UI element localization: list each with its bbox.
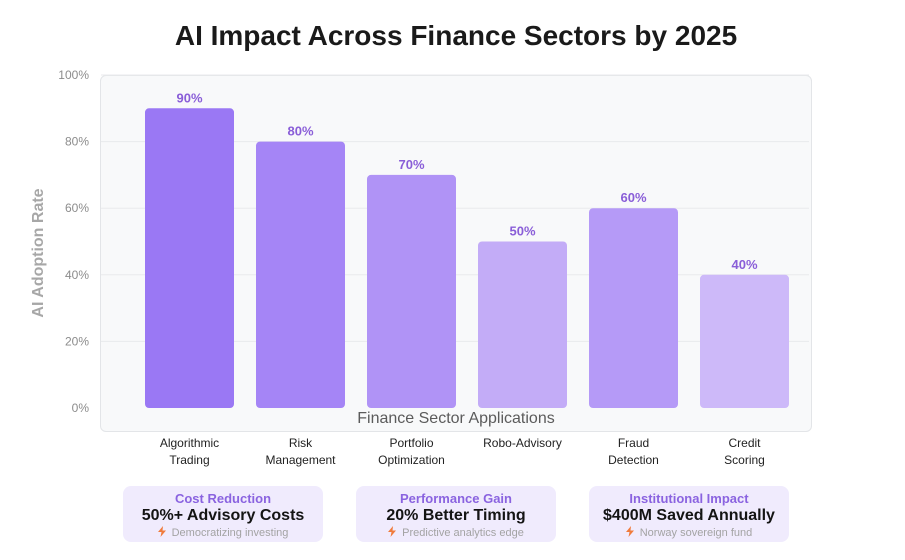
stat-card-note-text: Predictive analytics edge bbox=[402, 527, 524, 539]
x-tick-label: Risk Management bbox=[265, 436, 336, 467]
bar-value-label: 90% bbox=[176, 90, 202, 105]
x-tick-label: Algorithmic Trading bbox=[160, 436, 219, 467]
lightning-icon bbox=[388, 526, 397, 537]
stat-card-note-text: Norway sovereign fund bbox=[639, 527, 753, 539]
lightning-icon bbox=[157, 526, 166, 537]
bar-value-label: 70% bbox=[398, 157, 424, 172]
stat-card-performance-gain: Performance Gain 20% Better Timing Predi… bbox=[356, 486, 556, 542]
stat-card-cost-reduction: Cost Reduction 50%+ Advisory Costs Democ… bbox=[123, 486, 323, 542]
y-tick-label: 40% bbox=[65, 268, 89, 282]
bar-value-label: 80% bbox=[287, 124, 313, 139]
x-tick-label: Portfolio Optimization bbox=[378, 436, 445, 467]
bar bbox=[367, 174, 456, 408]
bar-value-label: 60% bbox=[620, 190, 646, 205]
bar bbox=[589, 208, 678, 408]
chart-title: AI Impact Across Finance Sectors by 2025 bbox=[174, 20, 738, 51]
y-tick-label: 80% bbox=[65, 135, 89, 149]
y-tick-label: 20% bbox=[65, 334, 89, 348]
stat-card-label: Institutional Impact bbox=[629, 491, 749, 506]
stat-card-label: Performance Gain bbox=[400, 491, 512, 506]
bar-chart: 0% 20% 40% 60% 80% 100% 90% 80% 70% 50% 60% 40% Al… bbox=[58, 68, 809, 467]
stat-card-value: 50%+ Advisory Costs bbox=[141, 507, 305, 524]
y-axis-label: AI Adoption Rate bbox=[30, 188, 47, 318]
y-tick-label: 60% bbox=[65, 201, 89, 215]
bar bbox=[256, 141, 345, 408]
stat-card-value: $400M Saved Annually bbox=[603, 507, 775, 524]
stat-card-institutional-impact: Institutional Impact $400M Saved Annuall… bbox=[589, 486, 789, 542]
bar bbox=[478, 241, 567, 408]
bar-value-label: 40% bbox=[731, 257, 757, 272]
x-tick-label: Credit Scoring bbox=[724, 436, 765, 467]
stat-cards: Cost Reduction 50%+ Advisory Costs Democ… bbox=[0, 486, 905, 542]
stat-card-note: Predictive analytics edge bbox=[356, 526, 556, 539]
stat-card-note: Democratizing investing bbox=[123, 526, 323, 539]
stat-card-value: 20% Better Timing bbox=[386, 507, 526, 524]
y-tick-label: 100% bbox=[58, 68, 89, 82]
stat-card-note-text: Democratizing investing bbox=[171, 527, 289, 539]
x-tick-label: Fraud Detection bbox=[608, 436, 659, 467]
bar bbox=[145, 108, 234, 409]
x-tick-label: Robo-Advisory bbox=[483, 436, 562, 450]
bar-value-label: 50% bbox=[509, 224, 535, 239]
bar bbox=[700, 274, 789, 408]
y-tick-label: 0% bbox=[72, 401, 90, 415]
stat-card-label: Cost Reduction bbox=[174, 491, 272, 506]
stat-card-note: Norway sovereign fund bbox=[589, 526, 789, 539]
lightning-icon bbox=[625, 526, 634, 537]
x-axis-label: Finance Sector Applications bbox=[357, 410, 555, 427]
